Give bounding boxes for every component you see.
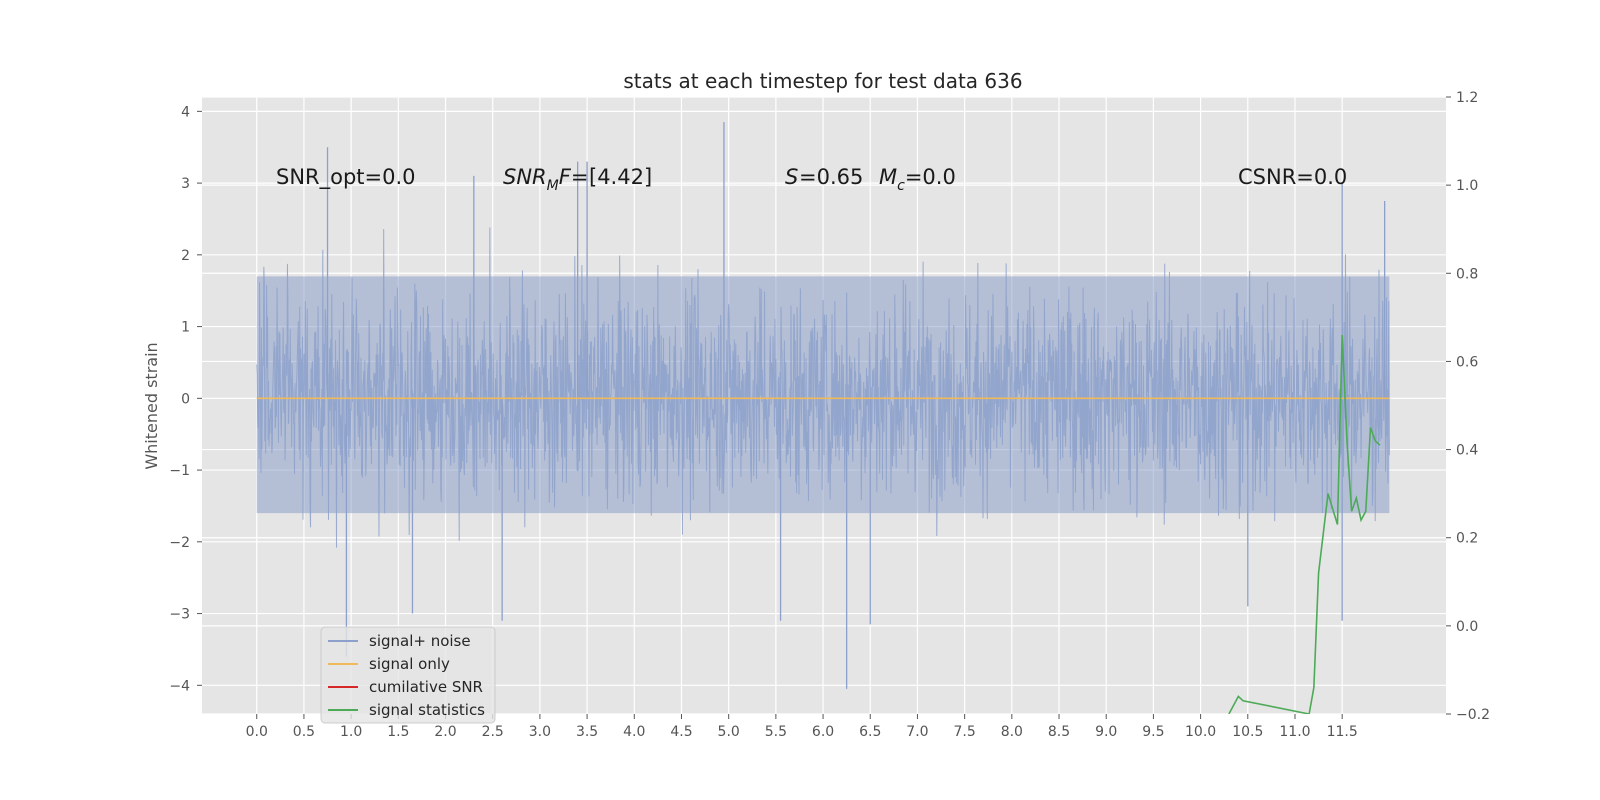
y-axis-left: 4 3 2 1 0 −1 −2 −3 −4: [169, 104, 202, 694]
annotation-s-mc: =0.65: [799, 165, 863, 189]
y-tick-label-left: 2: [181, 248, 190, 264]
legend-label: signal only: [369, 655, 450, 673]
y-tick-label-right: 0.2: [1456, 531, 1478, 547]
legend-label: signal+ noise: [369, 632, 471, 650]
y-tick-label-right: 0.8: [1456, 266, 1478, 282]
signal-noise-core: [256, 276, 1390, 514]
signal-statistics-line: [1228, 334, 1381, 714]
x-tick-label: 6.0: [812, 724, 834, 740]
x-tick-label: 2.0: [434, 724, 456, 740]
y-tick-label-right: 1.2: [1456, 90, 1478, 106]
legend-label: signal statistics: [369, 701, 485, 719]
y-tick-label-left: 4: [181, 104, 190, 120]
x-tick-label: 7.5: [954, 724, 976, 740]
x-tick-label: 9.5: [1142, 724, 1164, 740]
x-tick-label: 11.0: [1279, 724, 1310, 740]
chart-title: stats at each timestep for test data 636: [623, 69, 1022, 93]
x-tick-label: 7.0: [906, 724, 928, 740]
x-tick-label: 10.0: [1185, 724, 1216, 740]
x-tick-label: 1.5: [387, 724, 409, 740]
x-axis: 0.0 0.5 1.0 1.5 2.0 2.5 3.0 3.5 4.0 4.5 5.0 5.5 6.0 6…: [246, 714, 1358, 740]
y-tick-label-left: −1: [169, 463, 190, 479]
x-tick-label: 10.5: [1232, 724, 1263, 740]
annotation-csnr: CSNR=0.0: [1238, 165, 1347, 189]
y-tick-label-left: −3: [169, 607, 190, 623]
x-tick-label: 3.5: [576, 724, 598, 740]
y-axis-label: Whitened strain: [142, 342, 161, 469]
legend-box: [320, 626, 496, 724]
y-tick-label-right: 0.6: [1456, 354, 1478, 370]
y-axis-right: 1.2 1.0 0.8 0.6 0.4 0.2 0.0 −0.2: [1446, 90, 1490, 723]
x-tick-label: 8.0: [1001, 724, 1023, 740]
x-tick-label: 0.0: [246, 724, 268, 740]
annotation-snr-mf: [4.42]: [589, 165, 652, 189]
x-tick-label: 5.5: [765, 724, 787, 740]
y-tick-label-right: −0.2: [1456, 707, 1490, 723]
x-tick-label: 3.0: [529, 724, 551, 740]
y-tick-label-right: 0.0: [1456, 619, 1478, 635]
x-tick-label: 6.5: [859, 724, 881, 740]
annotation-s-prefix: S: [785, 165, 798, 189]
x-tick-label: 4.5: [670, 724, 692, 740]
legend: signal+ noise signal only cumilative SNR si…: [320, 626, 496, 724]
y-tick-label-left: 1: [181, 320, 190, 336]
x-tick-label: 0.5: [293, 724, 315, 740]
y-tick-label-right: 0.4: [1456, 443, 1478, 459]
x-tick-label: 9.0: [1095, 724, 1117, 740]
x-tick-label: 2.5: [482, 724, 504, 740]
x-tick-label: 5.0: [718, 724, 740, 740]
legend-label: cumilative SNR: [369, 678, 483, 696]
annotation-mc: Mc=0.0: [879, 165, 956, 194]
annotation-snr-opt: SNR_opt=0.0: [276, 165, 416, 190]
y-tick-label-left: −4: [169, 678, 190, 694]
y-tick-label-left: 0: [181, 391, 190, 407]
y-tick-label-right: 1.0: [1456, 178, 1478, 194]
y-tick-label-left: −2: [169, 535, 190, 551]
x-tick-label: 1.0: [340, 724, 362, 740]
series-layer: [256, 122, 1390, 714]
x-tick-label: 4.0: [623, 724, 645, 740]
x-tick-label: 11.5: [1327, 724, 1358, 740]
x-tick-label: 8.5: [1048, 724, 1070, 740]
annotations: SNR_opt=0.0 SNRMF= [4.42] S =0.65 Mc=0.0…: [276, 165, 1347, 194]
y-tick-label-left: 3: [181, 176, 190, 192]
